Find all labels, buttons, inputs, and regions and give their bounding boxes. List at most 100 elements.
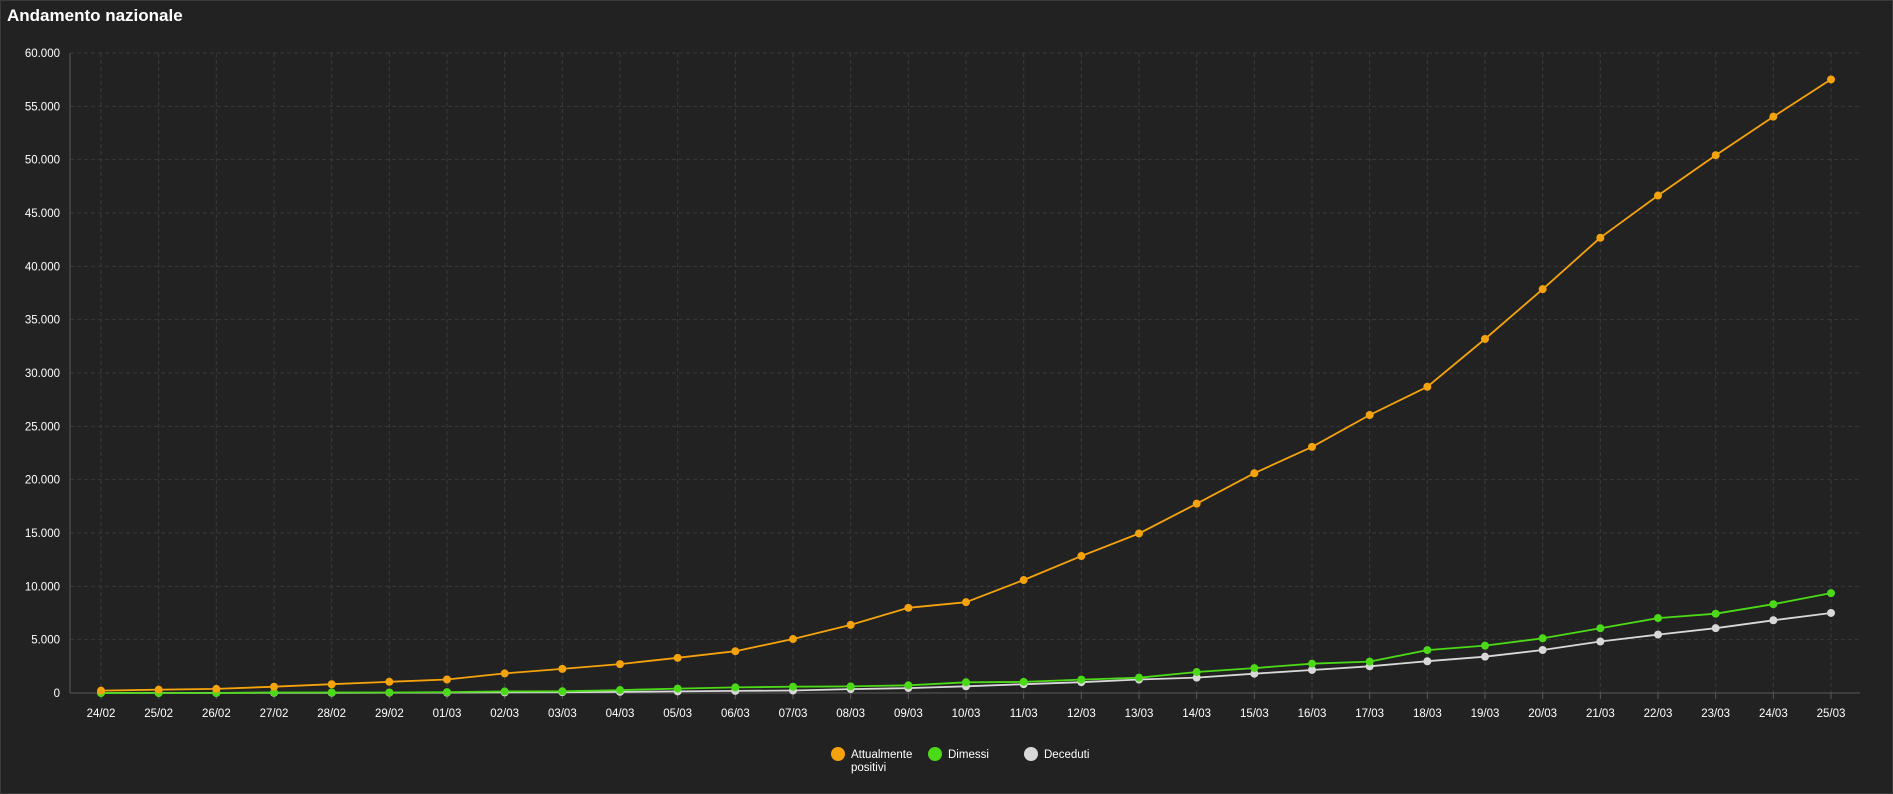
data-point[interactable] [1769, 600, 1778, 609]
x-axis-ticks: 24/02 25/02 26/02 27/02 28/02 29/02 01/03 02/03… [87, 708, 1846, 720]
data-point[interactable] [1481, 652, 1489, 661]
data-point[interactable] [1365, 411, 1374, 420]
x-tick-label: 23/03 [1701, 708, 1730, 720]
data-point[interactable] [1192, 499, 1201, 508]
data-point[interactable] [212, 684, 221, 693]
data-point[interactable] [616, 660, 624, 669]
data-point[interactable] [270, 688, 278, 697]
data-point[interactable] [1077, 552, 1086, 561]
data-point[interactable] [846, 682, 855, 691]
x-tick-label: 07/03 [779, 708, 808, 720]
data-point[interactable] [500, 669, 509, 678]
data-point[interactable] [1250, 469, 1259, 478]
data-point[interactable] [1250, 664, 1259, 673]
data-point[interactable] [904, 681, 913, 690]
data-point[interactable] [1308, 659, 1316, 668]
data-point[interactable] [1192, 673, 1201, 682]
data-point[interactable] [1308, 442, 1316, 451]
data-point[interactable] [443, 675, 451, 684]
x-tick-label: 27/02 [260, 708, 289, 720]
legend-marker [1024, 747, 1038, 761]
data-point[interactable] [1250, 669, 1259, 678]
data-point[interactable] [1019, 677, 1028, 686]
data-point[interactable] [1135, 673, 1143, 682]
data-point[interactable] [616, 686, 624, 695]
data-point[interactable] [1711, 624, 1720, 633]
data-point[interactable] [1654, 614, 1662, 623]
data-point[interactable] [1423, 657, 1432, 666]
data-point[interactable] [731, 683, 740, 692]
x-tick-label: 21/03 [1586, 708, 1615, 720]
data-point[interactable] [1827, 608, 1835, 617]
data-point[interactable] [1135, 529, 1143, 538]
data-point[interactable] [789, 635, 797, 644]
data-point[interactable] [1538, 645, 1547, 654]
data-point[interactable] [789, 682, 797, 691]
data-point[interactable] [558, 687, 567, 696]
data-point[interactable] [1423, 382, 1432, 391]
data-point[interactable] [1308, 665, 1316, 674]
legend-marker [928, 747, 942, 761]
data-point[interactable] [1596, 233, 1605, 242]
x-tick-label: 26/02 [202, 708, 231, 720]
data-point[interactable] [1769, 112, 1778, 121]
data-point[interactable] [962, 598, 970, 607]
grid [70, 52, 1860, 693]
y-tick-label: 50.000 [25, 155, 60, 167]
data-point[interactable] [443, 688, 451, 697]
x-tick-label: 03/03 [548, 708, 577, 720]
data-point[interactable] [731, 647, 740, 656]
data-point[interactable] [327, 688, 336, 697]
data-point[interactable] [1769, 616, 1778, 625]
y-tick-label: 55.000 [25, 101, 60, 113]
data-point[interactable] [1538, 634, 1547, 643]
data-point[interactable] [1711, 609, 1720, 618]
legend-label: Attualmente [851, 749, 912, 761]
x-tick-label: 12/03 [1067, 708, 1096, 720]
data-point[interactable] [904, 603, 913, 612]
data-point[interactable] [1654, 191, 1662, 200]
data-point[interactable] [1192, 668, 1201, 677]
data-point[interactable] [154, 685, 163, 694]
legend-item[interactable]: Deceduti [1024, 747, 1089, 761]
data-point[interactable] [1481, 641, 1489, 650]
data-point[interactable] [558, 664, 567, 673]
x-tick-label: 22/03 [1644, 708, 1673, 720]
data-point[interactable] [385, 688, 394, 697]
data-point[interactable] [327, 680, 336, 689]
data-point[interactable] [1019, 576, 1028, 585]
data-point[interactable] [673, 653, 682, 662]
legend-label: positivi [851, 762, 886, 774]
x-tick-label: 02/03 [490, 708, 519, 720]
data-point[interactable] [1423, 646, 1432, 655]
legend-item[interactable]: Dimessi [928, 747, 989, 761]
data-point[interactable] [1538, 285, 1547, 294]
data-point[interactable] [1481, 334, 1489, 343]
data-point[interactable] [1596, 637, 1605, 646]
data-point[interactable] [1711, 151, 1720, 160]
x-tick-label: 04/03 [606, 708, 635, 720]
x-tick-label: 14/03 [1182, 708, 1211, 720]
data-point[interactable] [500, 687, 509, 696]
data-point[interactable] [1365, 657, 1374, 666]
data-point[interactable] [1654, 630, 1662, 639]
legend-marker [831, 747, 845, 761]
data-point[interactable] [385, 677, 394, 686]
data-point[interactable] [1077, 675, 1086, 684]
x-tick-label: 10/03 [952, 708, 981, 720]
x-tick-label: 28/02 [317, 708, 346, 720]
data-point[interactable] [270, 682, 278, 691]
data-point[interactable] [1827, 75, 1835, 84]
data-point[interactable] [97, 686, 105, 695]
data-point[interactable] [846, 620, 855, 629]
legend-label: Deceduti [1044, 749, 1089, 761]
data-point[interactable] [1596, 624, 1605, 633]
data-point[interactable] [673, 684, 682, 693]
data-point[interactable] [1827, 589, 1835, 598]
y-tick-label: 25.000 [25, 421, 60, 433]
data-point[interactable] [962, 678, 970, 687]
x-tick-label: 20/03 [1528, 708, 1557, 720]
